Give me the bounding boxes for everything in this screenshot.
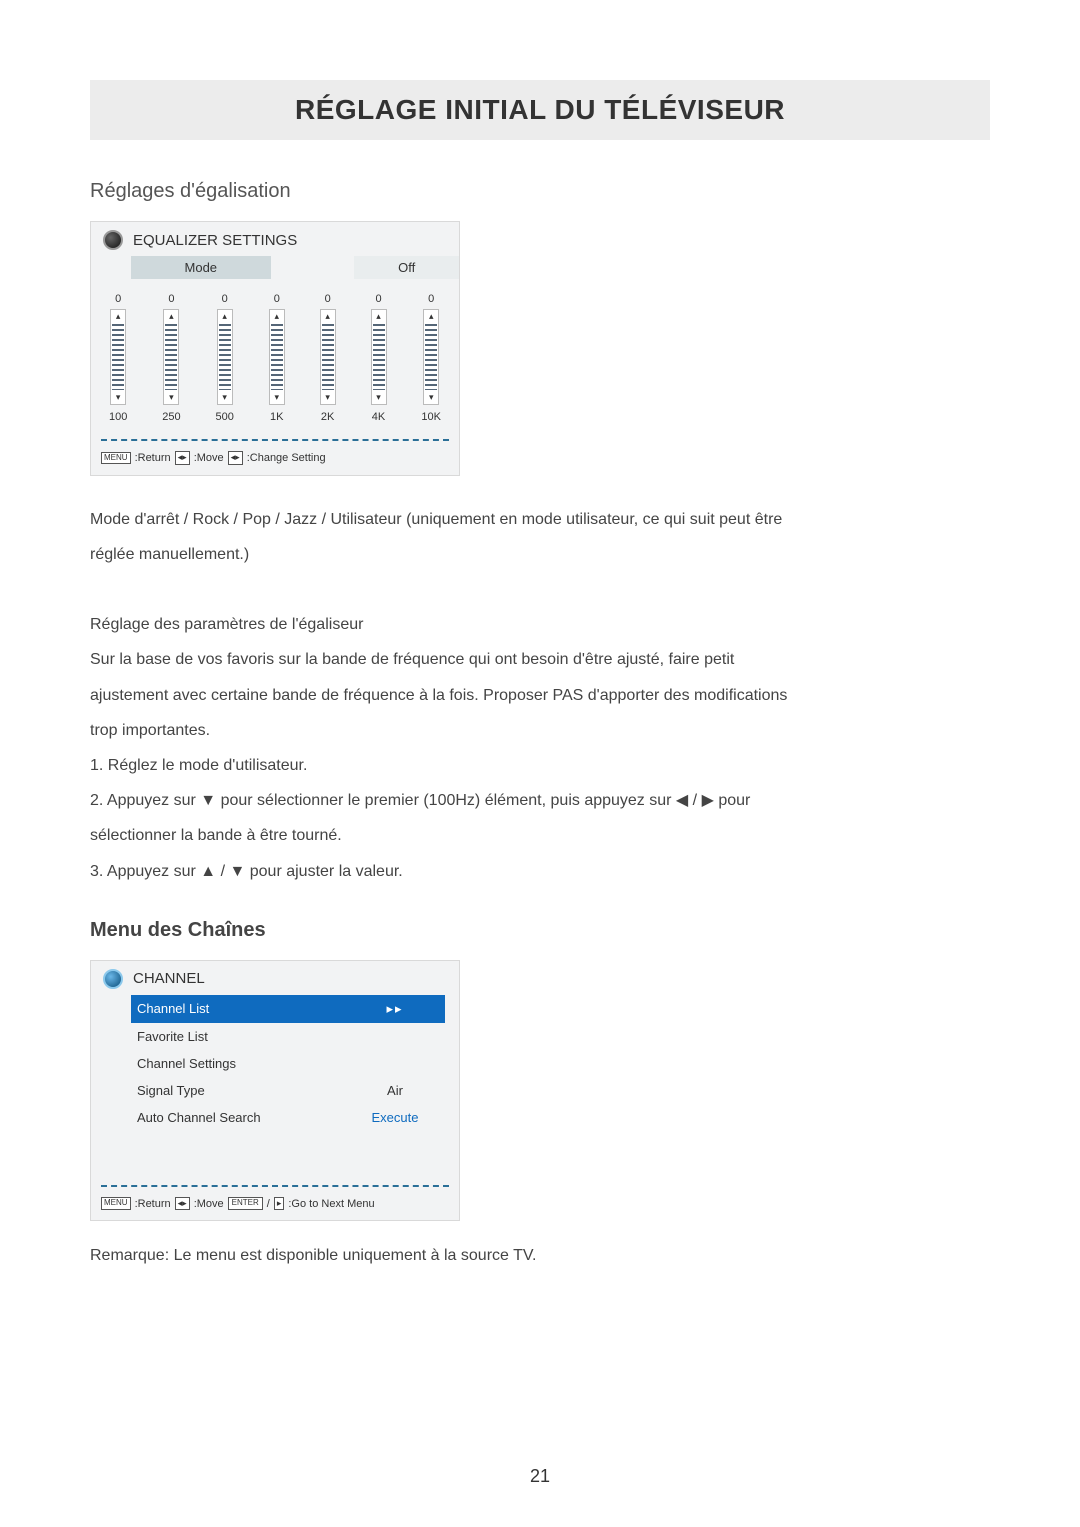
- band-value: 0: [274, 293, 280, 305]
- leftright-key-icon: ◂▸: [228, 451, 243, 465]
- band-frequency: 100: [109, 411, 127, 423]
- channel-panel-header: CHANNEL: [91, 961, 459, 995]
- channel-panel-title: CHANNEL: [133, 970, 205, 987]
- enter-key-icon: ENTER: [228, 1197, 263, 1209]
- equalizer-body-text: Mode d'arrêt / Rock / Pop / Jazz / Utili…: [90, 502, 990, 889]
- chevron-down-icon[interactable]: ▾: [429, 393, 434, 402]
- separator: [101, 439, 449, 441]
- band-ticks: [425, 324, 437, 390]
- separator: [101, 1185, 449, 1187]
- equalizer-band[interactable]: 0▴▾2K: [320, 293, 336, 423]
- channel-hints: MENU :Return ◂▸ :Move ENTER / ▸ :Go to N…: [91, 1193, 459, 1221]
- equalizer-bands: 0▴▾1000▴▾2500▴▾5000▴▾1K0▴▾2K0▴▾4K0▴▾10K: [91, 293, 459, 439]
- submenu-arrows-icon: ▸▸: [355, 1001, 435, 1017]
- chevron-up-icon[interactable]: ▴: [169, 312, 174, 321]
- band-slider[interactable]: ▴▾: [320, 309, 336, 405]
- chevron-down-icon[interactable]: ▾: [376, 393, 381, 402]
- channel-menu-item[interactable]: Signal TypeAir: [131, 1077, 445, 1104]
- band-slider[interactable]: ▴▾: [163, 309, 179, 405]
- channel-icon: [103, 969, 123, 989]
- band-frequency: 4K: [372, 411, 385, 423]
- band-frequency: 2K: [321, 411, 334, 423]
- band-slider[interactable]: ▴▾: [217, 309, 233, 405]
- equalizer-mode-label: Mode: [131, 256, 271, 279]
- chevron-down-icon[interactable]: ▾: [116, 393, 121, 402]
- band-slider[interactable]: ▴▾: [110, 309, 126, 405]
- band-frequency: 500: [216, 411, 234, 423]
- menu-item-label: Channel List: [137, 1001, 355, 1016]
- hint-move: :Move: [194, 452, 224, 464]
- equalizer-band[interactable]: 0▴▾4K: [371, 293, 387, 423]
- equalizer-panel-title: EQUALIZER SETTINGS: [133, 232, 297, 249]
- page-title: RÉGLAGE INITIAL DU TÉLÉVISEUR: [90, 80, 990, 140]
- page-number: 21: [0, 1466, 1080, 1487]
- band-slider[interactable]: ▴▾: [269, 309, 285, 405]
- equalizer-band[interactable]: 0▴▾250: [162, 293, 180, 423]
- equalizer-band[interactable]: 0▴▾1K: [269, 293, 285, 423]
- play-key-icon: ▸: [274, 1197, 285, 1211]
- channel-section-title: Menu des Chaînes: [90, 919, 990, 942]
- menu-item-label: Auto Channel Search: [137, 1110, 355, 1125]
- chevron-down-icon[interactable]: ▾: [274, 393, 279, 402]
- chevron-down-icon[interactable]: ▾: [169, 393, 174, 402]
- band-frequency: 1K: [270, 411, 283, 423]
- band-value: 0: [222, 293, 228, 305]
- band-ticks: [219, 324, 231, 390]
- equalizer-hints: MENU :Return ◂▸ :Move ◂▸ :Change Setting: [91, 447, 459, 475]
- chevron-down-icon[interactable]: ▾: [325, 393, 330, 402]
- band-ticks: [112, 324, 124, 390]
- channel-menu-item[interactable]: Auto Channel SearchExecute: [131, 1104, 445, 1131]
- chevron-up-icon[interactable]: ▴: [116, 312, 121, 321]
- equalizer-band[interactable]: 0▴▾500: [216, 293, 234, 423]
- band-ticks: [373, 324, 385, 390]
- equalizer-panel-header: EQUALIZER SETTINGS: [91, 222, 459, 256]
- band-ticks: [165, 324, 177, 390]
- equalizer-band[interactable]: 0▴▾100: [109, 293, 127, 423]
- menu-item-label: Signal Type: [137, 1083, 355, 1098]
- menu-item-label: Channel Settings: [137, 1056, 435, 1071]
- chevron-up-icon[interactable]: ▴: [376, 312, 381, 321]
- chevron-up-icon[interactable]: ▴: [274, 312, 279, 321]
- menu-item-label: Favorite List: [137, 1029, 435, 1044]
- equalizer-icon: [103, 230, 123, 250]
- remark-text: Remarque: Le menu est disponible uniquem…: [90, 1247, 990, 1265]
- equalizer-section-title: Réglages d'égalisation: [90, 180, 990, 203]
- chevron-up-icon[interactable]: ▴: [222, 312, 227, 321]
- band-value: 0: [115, 293, 121, 305]
- equalizer-panel: EQUALIZER SETTINGS Mode Off 0▴▾1000▴▾250…: [90, 221, 460, 476]
- equalizer-mode-value: Off: [354, 256, 459, 279]
- hint-move: :Move: [194, 1198, 224, 1210]
- updown-key-icon: ◂▸: [175, 451, 190, 465]
- band-ticks: [271, 324, 283, 390]
- band-frequency: 10K: [421, 411, 441, 423]
- band-slider[interactable]: ▴▾: [371, 309, 387, 405]
- channel-list: Channel List▸▸ Favorite List Channel Setti…: [131, 995, 445, 1131]
- menu-item-value: Execute: [355, 1110, 435, 1125]
- band-value: 0: [428, 293, 434, 305]
- menu-key-icon: MENU: [101, 1197, 131, 1209]
- band-value: 0: [168, 293, 174, 305]
- channel-panel: CHANNEL Channel List▸▸Favorite ListChann…: [90, 960, 460, 1222]
- channel-menu-item[interactable]: Channel Settings: [131, 1050, 445, 1077]
- channel-menu-item[interactable]: Channel List▸▸: [131, 995, 445, 1023]
- channel-menu-item[interactable]: Favorite List: [131, 1023, 445, 1050]
- chevron-up-icon[interactable]: ▴: [429, 312, 434, 321]
- hint-goto: :Go to Next Menu: [288, 1198, 374, 1210]
- hint-return: :Return: [135, 1198, 171, 1210]
- band-value: 0: [325, 293, 331, 305]
- updown-key-icon: ◂▸: [175, 1197, 190, 1211]
- menu-item-value: Air: [355, 1083, 435, 1098]
- equalizer-mode-row[interactable]: Mode Off: [131, 256, 459, 279]
- equalizer-band[interactable]: 0▴▾10K: [421, 293, 441, 423]
- chevron-down-icon[interactable]: ▾: [222, 393, 227, 402]
- band-ticks: [322, 324, 334, 390]
- band-value: 0: [375, 293, 381, 305]
- band-slider[interactable]: ▴▾: [423, 309, 439, 405]
- menu-key-icon: MENU: [101, 452, 131, 464]
- hint-return: :Return: [135, 452, 171, 464]
- chevron-up-icon[interactable]: ▴: [325, 312, 330, 321]
- band-frequency: 250: [162, 411, 180, 423]
- hint-change: :Change Setting: [247, 452, 326, 464]
